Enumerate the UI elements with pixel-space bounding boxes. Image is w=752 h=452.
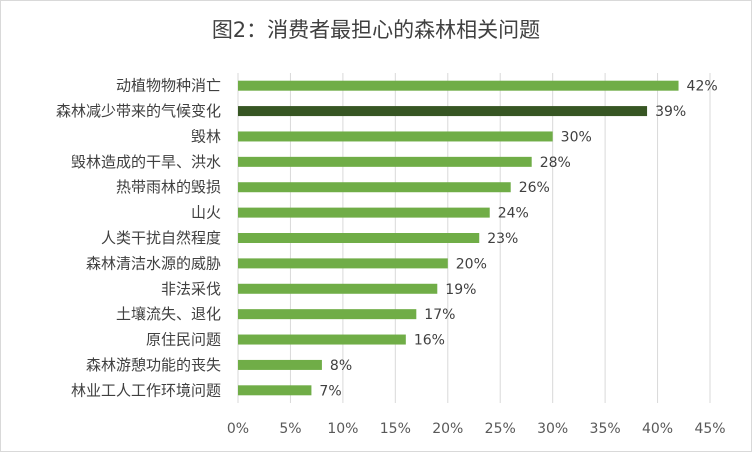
data-label: 17% xyxy=(424,307,455,323)
data-label: 42% xyxy=(687,79,718,95)
bar xyxy=(238,182,511,193)
data-label: 30% xyxy=(561,129,592,145)
category-label: 土壤流失、退化 xyxy=(116,305,221,323)
category-label: 森林清洁水源的威胁 xyxy=(86,254,221,272)
bar xyxy=(238,283,438,294)
data-label: 39% xyxy=(655,104,686,120)
category-label: 非法采伐 xyxy=(161,280,221,298)
bar xyxy=(238,131,553,142)
category-label: 森林游憩功能的丧失 xyxy=(86,356,221,374)
chart-title: 图2：消费者最担心的森林相关问题 xyxy=(211,18,541,42)
category-label: 动植物物种消亡 xyxy=(116,77,221,95)
category-label: 森林减少带来的气候变化 xyxy=(56,102,221,120)
category-label: 原住民问题 xyxy=(146,331,221,349)
data-label: 7% xyxy=(319,383,341,399)
data-label: 16% xyxy=(414,333,445,349)
data-label: 19% xyxy=(445,282,476,298)
category-label: 人类干扰自然程度 xyxy=(101,229,221,247)
data-label: 8% xyxy=(330,358,352,374)
category-label: 热带雨林的毁损 xyxy=(116,178,221,196)
bar xyxy=(238,80,679,91)
bar xyxy=(238,334,406,345)
data-label: 24% xyxy=(498,206,529,222)
bar xyxy=(238,207,490,218)
bar xyxy=(238,309,417,320)
data-label: 28% xyxy=(540,155,571,171)
x-tick-label: 30% xyxy=(537,421,568,437)
data-label: 26% xyxy=(519,180,550,196)
bar xyxy=(238,106,648,117)
bar xyxy=(238,359,322,370)
x-tick-label: 0% xyxy=(227,421,249,437)
bar xyxy=(238,233,480,243)
category-label: 毁林造成的干旱、洪水 xyxy=(71,153,221,171)
x-tick-label: 25% xyxy=(485,421,516,437)
x-tick-label: 45% xyxy=(694,421,725,437)
x-tick-label: 40% xyxy=(642,421,673,437)
x-tick-label: 20% xyxy=(432,421,463,437)
bar xyxy=(238,258,448,269)
category-label: 山火 xyxy=(191,204,221,222)
x-tick-label: 5% xyxy=(279,421,301,437)
bar xyxy=(238,385,312,396)
x-tick-label: 35% xyxy=(590,421,621,437)
x-tick-label: 15% xyxy=(380,421,411,437)
bar xyxy=(238,156,532,167)
category-label: 毁林 xyxy=(191,127,221,145)
x-tick-label: 10% xyxy=(327,421,358,437)
data-label: 20% xyxy=(456,256,487,272)
data-label: 23% xyxy=(487,231,518,247)
category-label: 林业工人工作环境问题 xyxy=(71,381,221,399)
